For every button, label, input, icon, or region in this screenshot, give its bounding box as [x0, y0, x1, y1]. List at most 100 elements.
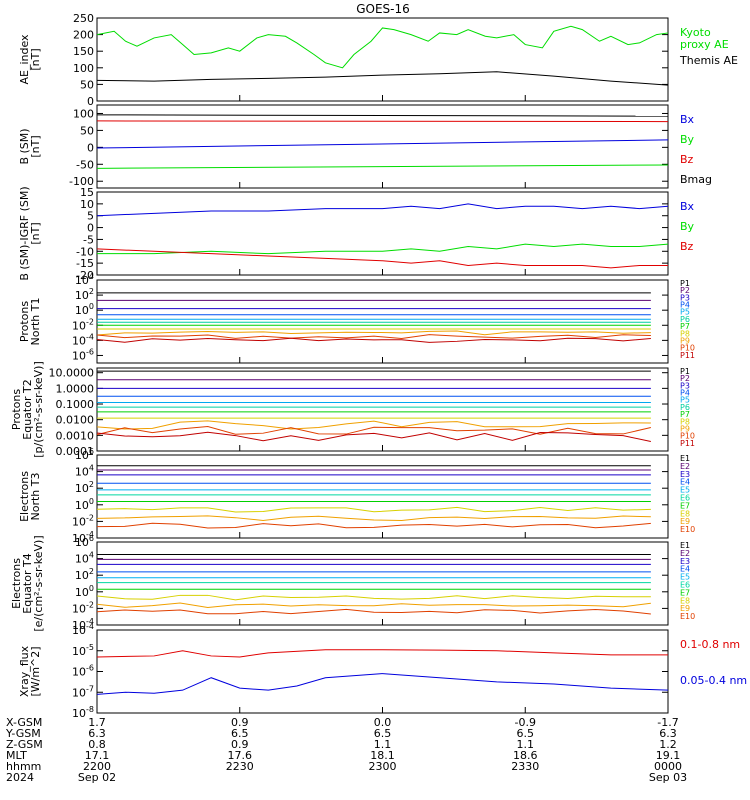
x-tick-value: 1.1	[517, 738, 535, 751]
x-tick-value: 2230	[226, 760, 254, 773]
channel-label-e2: E2	[680, 462, 690, 471]
x-tick-value: 1.1	[374, 738, 392, 751]
channel-label-e1: E1	[680, 454, 690, 463]
y-tick-label: -15	[76, 257, 94, 270]
tick-exponent: 6	[89, 534, 94, 543]
series-line-by	[97, 243, 669, 255]
y-tick-label: 1.0000	[56, 382, 95, 395]
y-tick-label: 10-7	[72, 684, 94, 699]
tick-exponent: 2	[89, 567, 94, 576]
y-axis-label-line: AE_index	[18, 34, 31, 85]
channel-label-p9: P9	[680, 424, 690, 433]
x-tick-value: 18.1	[370, 749, 395, 762]
channel-label-p6: P6	[680, 403, 690, 412]
y-tick-label: 10-2	[72, 600, 94, 615]
x-tick-value: 2200	[83, 760, 111, 773]
y-axis-label-line: [nT]	[29, 222, 42, 244]
channel-line-e9	[96, 602, 651, 608]
channel-line-p10	[96, 426, 651, 436]
channel-label-e7: E7	[680, 588, 690, 597]
y-tick-label: 10	[80, 198, 94, 211]
channel-label-p2: P2	[680, 374, 690, 383]
y-tick-label: 0	[87, 141, 94, 154]
legend-entry: By	[680, 220, 695, 233]
y-axis-label-line: B (SM)	[18, 128, 31, 164]
x-tick-value: 6.5	[374, 727, 392, 740]
channel-label-p11: P11	[680, 351, 695, 360]
y-axis-label: ElectronsNorth T3	[18, 471, 42, 522]
y-axis-label: AE_index[nT]	[18, 34, 42, 85]
channel-label-e5: E5	[680, 573, 690, 582]
x-tick-value: 1.7	[88, 716, 106, 729]
tick-exponent: 0	[89, 302, 94, 311]
y-axis-label-line: [e/(cm²-s-sr-keV)]	[32, 535, 45, 631]
tick-exponent: 6	[89, 447, 94, 456]
x-tick-value: 2330	[511, 760, 539, 773]
x-row-label: MLT	[6, 749, 27, 762]
y-tick-label: 104	[75, 272, 94, 287]
y-axis-label-line: B (SM)-IGRF (SM)	[18, 186, 31, 280]
y-axis-label-line: [nT]	[29, 135, 42, 157]
channel-label-e9: E9	[680, 604, 690, 613]
panel-frame	[96, 367, 669, 452]
channel-label-p10: P10	[680, 344, 695, 353]
channel-line-p11	[96, 337, 651, 343]
y-tick-label: 0.0100	[56, 414, 95, 427]
channel-label-p2: P2	[680, 286, 690, 295]
channel-line-e10	[96, 608, 651, 615]
series-line-bz	[96, 248, 668, 269]
channel-label-p6: P6	[680, 315, 690, 324]
y-axis-label-line: [p/(cm²-s-sr-keV)]	[32, 361, 45, 458]
tick-exponent: -4	[86, 622, 94, 631]
tick-exponent: 4	[89, 551, 94, 560]
channel-label-p5: P5	[680, 308, 690, 317]
x-tick-value: 0.8	[88, 738, 106, 751]
y-tick-label: 100	[73, 62, 94, 75]
x-tick-value: 0.0	[374, 716, 392, 729]
channel-label-p9: P9	[680, 336, 690, 345]
y-axis-label-line: Electrons	[18, 471, 31, 522]
x-row-label: hhmm	[6, 760, 41, 773]
x-tick-value: 2300	[369, 760, 397, 773]
y-tick-label: 100	[75, 497, 94, 512]
channel-line-p9	[96, 420, 651, 430]
y-axis-label: ElectronsEquator T4[e/(cm²-s-sr-keV)]	[10, 535, 45, 631]
y-tick-label: 0	[87, 95, 94, 108]
x-tick-value: 6.5	[517, 727, 535, 740]
y-axis-label-line: Equator T2	[21, 379, 34, 439]
y-axis-label-line: North T3	[29, 473, 42, 521]
y-tick-label: 250	[73, 12, 94, 25]
channel-label-e8: E8	[680, 509, 690, 518]
panel-b_sm: -100 -50 0 50 100 B (SM)[nT] Bx By Bz Bmag	[18, 104, 712, 189]
y-axis-label-line: [W/m^2]	[29, 646, 42, 696]
channel-line-e8	[96, 594, 651, 601]
y-tick-label: 106	[75, 447, 94, 462]
panel-frame	[96, 629, 669, 714]
channel-label-p1: P1	[680, 367, 690, 376]
x-row-label: X-GSM	[6, 716, 42, 729]
y-tick-label: 50	[80, 78, 94, 91]
series-line-0-05-0-4-nm	[96, 673, 669, 695]
x-tick-value: 0000	[654, 760, 682, 773]
y-tick-label: -100	[69, 175, 94, 188]
channel-line-e10	[96, 522, 651, 529]
x-row-label: Y-GSM	[5, 727, 41, 740]
series-line-themis-ae	[96, 71, 669, 86]
legend-entry: Bmag	[680, 173, 712, 186]
y-tick-label: 0	[87, 222, 94, 235]
x-tick-value: 6.5	[231, 727, 249, 740]
y-axis-label-line: [nT]	[29, 48, 42, 70]
tick-exponent: -4	[86, 332, 94, 341]
tick-exponent: -2	[86, 317, 94, 326]
y-tick-label: -50	[76, 158, 94, 171]
legend-entry: Bx	[680, 113, 695, 126]
panel-frame	[96, 454, 669, 539]
channel-label-e8: E8	[680, 596, 690, 605]
legend-entry: 0.05-0.4 nm	[680, 674, 747, 687]
y-tick-label: 102	[75, 287, 94, 302]
y-tick-label: 10-6	[72, 347, 94, 362]
legend-entry: Bx	[680, 200, 695, 213]
